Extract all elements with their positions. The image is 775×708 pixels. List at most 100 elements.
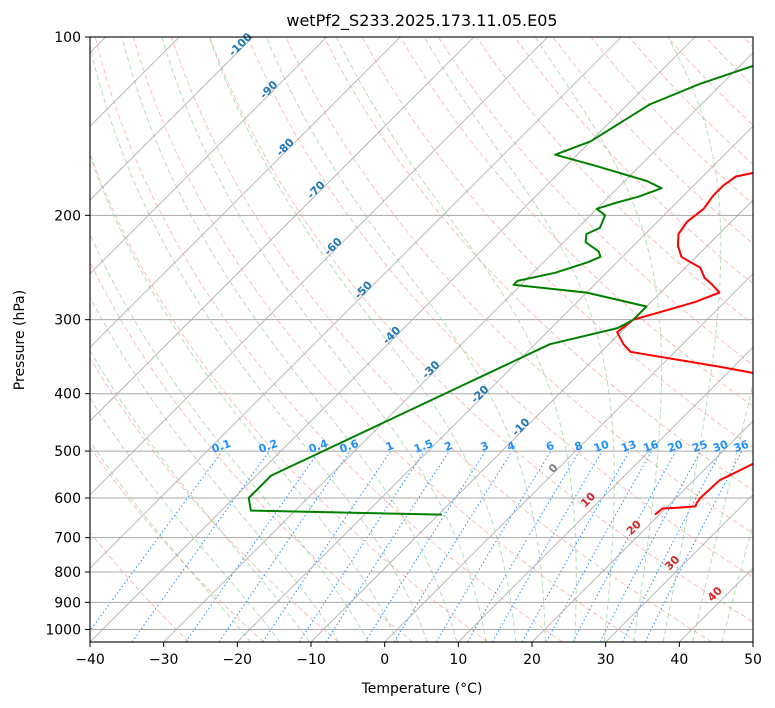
isotherm-line — [237, 125, 753, 642]
mixing-ratio-label: 8 — [573, 439, 585, 454]
mixing-ratio-line — [521, 450, 630, 642]
isotherm-line — [384, 273, 753, 642]
y-tick-label: 500 — [54, 444, 81, 460]
dry-adiabat — [90, 531, 190, 642]
temperature-line — [616, 171, 753, 516]
mixing-ratio-line — [262, 450, 392, 642]
moist-adiabat — [161, 37, 487, 642]
dry-adiabat — [285, 37, 753, 535]
dry-adiabat — [90, 356, 339, 642]
mixing-ratio-label: 3 — [479, 439, 491, 454]
dry-adiabat — [437, 37, 753, 366]
moist-adiabat — [423, 37, 615, 642]
x-tick-label: 40 — [670, 652, 688, 668]
dry-adiabat — [94, 37, 563, 642]
y-tick-label: 400 — [54, 387, 81, 403]
isotherm-line — [163, 52, 753, 642]
moist-adiabat — [90, 43, 428, 642]
mixing-ratio-line — [644, 450, 743, 642]
moist-adiabat — [265, 37, 546, 642]
mixing-ratio-line — [185, 450, 320, 642]
y-axis-ticks: 100 200 300 400 500 600 700 800 900 1000 — [45, 30, 90, 638]
mixing-ratio-label: 0.1 — [210, 437, 233, 456]
dry-adiabat — [171, 37, 712, 642]
isotherm-line — [90, 37, 696, 642]
mixing-ratio-label: 0.6 — [338, 437, 361, 456]
mixing-ratio-label: 1 — [384, 439, 396, 454]
mixing-ratio-label: 16 — [641, 438, 660, 456]
chart-title: wetPf2_S233.2025.173.11.05.E05 — [286, 11, 557, 31]
mixing-ratio-label: 0.2 — [257, 437, 280, 456]
dewpoint-line — [247, 64, 753, 516]
x-tick-label: −10 — [296, 652, 326, 668]
moist-adiabat — [121, 37, 458, 642]
isotherm-line — [605, 494, 753, 642]
isotherm-line — [90, 37, 622, 569]
mixing-ratio-label: 0.4 — [307, 437, 330, 456]
mixing-ratio-line — [393, 450, 513, 642]
mixing-ratio-label: 10 — [592, 438, 611, 456]
mixing-ratio-label: 20 — [666, 438, 685, 456]
dry-adiabat — [323, 37, 753, 491]
mixing-ratio-line — [572, 450, 677, 642]
x-axis-ticks: −40 −30 −20 −10 0 10 20 30 40 50 — [75, 642, 762, 668]
moist-adiabat — [721, 522, 753, 642]
dry-adiabat — [514, 37, 753, 285]
mixing-ratio-label: 25 — [690, 438, 709, 455]
y-tick-label: 700 — [54, 531, 81, 547]
dry-adiabat — [209, 37, 753, 623]
background-lines — [90, 37, 753, 642]
isotherm-line — [90, 37, 327, 275]
y-axis-label: Pressure (hPa) — [12, 290, 28, 390]
plot-frame — [89, 36, 754, 643]
x-tick-label: 20 — [523, 652, 541, 668]
moist-adiabat — [534, 37, 663, 642]
moist-adiabat — [90, 232, 369, 642]
mixing-ratio-label: 4 — [505, 439, 517, 454]
moist-adiabat — [336, 37, 577, 642]
isotherm-line — [90, 37, 401, 348]
y-tick-label: 300 — [54, 313, 81, 329]
moist-adiabat — [90, 295, 340, 642]
mixing-ratio-line — [90, 450, 223, 632]
mixing-ratio-line — [545, 450, 653, 642]
moist-adiabat — [692, 381, 753, 642]
dry-adiabat — [399, 37, 753, 407]
mixing-ratio-label: 2 — [443, 439, 455, 454]
mixing-ratio-line — [298, 450, 425, 642]
moist-adiabat — [90, 397, 281, 642]
isotherm-line — [90, 37, 254, 201]
mixing-ratio-line — [218, 450, 351, 642]
isotherm-line — [90, 37, 475, 422]
isotherm-line — [310, 199, 753, 642]
mixing-ratio-line — [131, 450, 270, 642]
moist-adiabat — [662, 37, 722, 642]
x-tick-label: 10 — [449, 652, 467, 668]
y-tick-label: 800 — [54, 565, 81, 581]
moist-adiabat — [90, 349, 310, 642]
dry-adiabat — [90, 152, 488, 642]
x-tick-label: 30 — [597, 652, 615, 668]
series-group — [247, 64, 753, 516]
moist-adiabat — [208, 37, 517, 642]
x-tick-label: −20 — [223, 652, 253, 668]
x-tick-label: −30 — [149, 652, 179, 668]
mixing-ratio-label: 36 — [732, 438, 751, 456]
x-tick-label: 50 — [744, 652, 762, 668]
dry-adiabat — [132, 37, 638, 642]
mixing-ratio-line — [325, 450, 450, 642]
mixing-ratio-label: 13 — [619, 438, 638, 455]
isotherm-line — [458, 346, 753, 642]
isotherm-line — [531, 420, 753, 642]
y-tick-label: 900 — [54, 595, 81, 611]
y-tick-label: 200 — [54, 208, 81, 224]
y-tick-label: 1000 — [45, 622, 81, 638]
dry-adiabat — [90, 446, 264, 642]
y-tick-label: 100 — [54, 30, 81, 46]
isotherm-line — [90, 37, 548, 496]
x-tick-label: −40 — [75, 652, 105, 668]
mixing-ratio-label: 1.5 — [412, 437, 435, 456]
moist-adiabat — [90, 154, 399, 642]
dry-adiabat — [247, 37, 753, 578]
